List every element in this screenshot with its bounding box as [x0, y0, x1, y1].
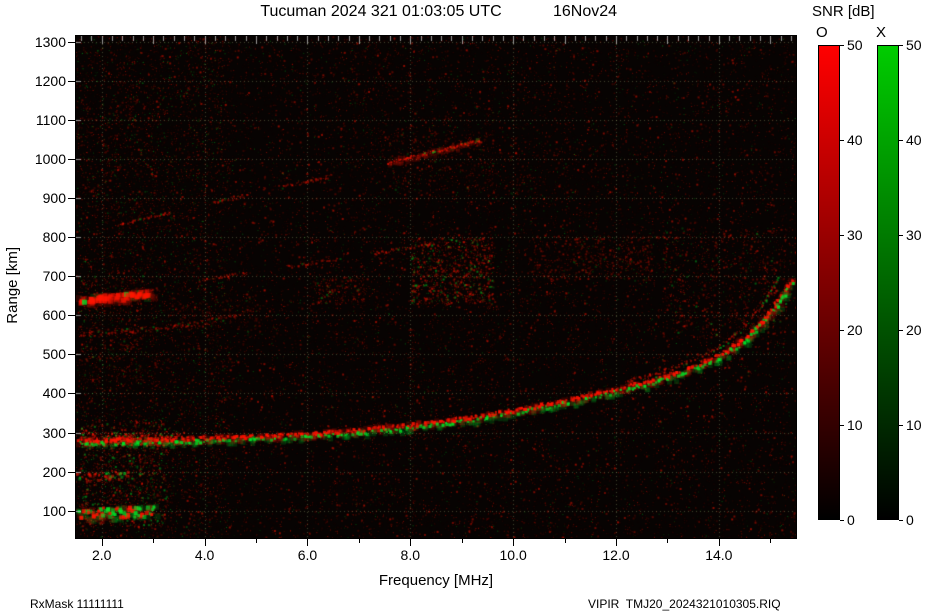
- x-tick-label: 10.0: [499, 547, 527, 563]
- y-tick-label: 600: [42, 307, 66, 324]
- x-tick: [101, 539, 103, 546]
- y-tick: [68, 510, 75, 512]
- x-tick-label: 12.0: [602, 547, 630, 563]
- y-tick-label: 1300: [34, 33, 66, 50]
- y-axis-label: Range [km]: [4, 247, 21, 324]
- y-tick-label: 1100: [35, 111, 66, 128]
- y-tick-label: 300: [42, 424, 66, 441]
- colorbar-tick-label: 40: [906, 132, 922, 148]
- colorbar-tick-label: 10: [847, 417, 863, 433]
- colorbar-tick: [840, 234, 844, 236]
- y-tick-label: 800: [42, 229, 66, 246]
- x-tick: [564, 539, 566, 543]
- x-tick: [410, 539, 412, 546]
- colorbar-tick-label: 10: [906, 417, 922, 433]
- x-tick: [616, 539, 617, 546]
- x-mode-colorbar: [877, 45, 899, 520]
- y-tick-label: 1200: [34, 72, 66, 89]
- y-tick-label: 500: [42, 346, 66, 363]
- x-tick-label: 8.0: [400, 547, 421, 563]
- colorbar-tick: [840, 139, 844, 141]
- rxmask-text: RxMask 11111111: [30, 597, 124, 611]
- x-tick: [718, 539, 720, 546]
- colorbar-tick-label: 20: [906, 322, 922, 338]
- colorbar-tick: [899, 44, 903, 46]
- colorbar-tick-label: 30: [906, 227, 922, 243]
- colorbar-tick-label: 20: [847, 322, 863, 338]
- colorbar-tick-label: 50: [847, 37, 863, 53]
- colorbar-tick: [840, 424, 844, 426]
- plot-title: Tucuman 2024 321 01:03:05 UTC: [260, 3, 502, 20]
- x-tick: [256, 539, 257, 543]
- x-tick: [667, 539, 669, 543]
- plot-date: 16Nov24: [553, 3, 618, 20]
- x-tick: [153, 539, 155, 543]
- y-tick: [68, 276, 75, 278]
- x-tick: [307, 539, 309, 546]
- x-tick: [513, 539, 515, 546]
- y-tick-label: 700: [42, 268, 66, 285]
- x-tick: [461, 539, 463, 543]
- o-mode-letter: O: [816, 24, 828, 41]
- colorbar-tick: [899, 139, 903, 141]
- o-mode-colorbar: [818, 45, 840, 520]
- y-tick: [68, 198, 75, 200]
- y-tick: [68, 393, 75, 395]
- y-tick: [68, 315, 75, 317]
- x-tick: [204, 539, 206, 546]
- colorbar-tick: [899, 519, 903, 521]
- x-tick-label: 2.0: [91, 547, 112, 563]
- y-tick: [68, 80, 75, 82]
- colorbar-tick-label: 0: [906, 512, 914, 528]
- colorbar-tick-label: 30: [847, 227, 863, 243]
- colorbar-tick: [899, 424, 903, 426]
- y-tick: [68, 119, 75, 121]
- x-tick: [770, 539, 772, 543]
- y-tick: [68, 471, 75, 473]
- colorbar-tick: [840, 329, 844, 331]
- y-tick: [68, 354, 75, 356]
- colorbar-tick: [899, 234, 903, 236]
- x-tick-label: 4.0: [194, 547, 215, 563]
- y-tick: [68, 432, 75, 434]
- colorbar-title: SNR [dB]: [812, 3, 875, 20]
- colorbar-tick: [840, 44, 844, 46]
- colorbar-tick-label: 50: [906, 37, 922, 53]
- y-tick-label: 100: [42, 502, 66, 519]
- y-tick-label: 400: [42, 385, 66, 402]
- y-tick: [68, 159, 75, 161]
- x-tick-label: 14.0: [705, 547, 733, 563]
- plot-area: [75, 35, 797, 539]
- y-tick: [68, 237, 75, 239]
- y-tick-label: 1000: [34, 151, 66, 168]
- x-mode-letter: X: [876, 24, 887, 41]
- x-tick: [358, 539, 360, 543]
- colorbar-tick: [899, 329, 903, 331]
- y-tick-label: 200: [42, 463, 66, 480]
- colorbar-tick: [840, 519, 844, 521]
- y-tick: [68, 41, 75, 43]
- x-axis-label: Frequency [MHz]: [378, 572, 494, 589]
- x-tick-label: 6.0: [297, 547, 318, 563]
- source-file-text: VIPIR TMJ20_2024321010305.RIQ: [588, 597, 781, 611]
- colorbar-tick-label: 0: [847, 512, 855, 528]
- colorbar-tick-label: 40: [847, 132, 863, 148]
- ionogram-heatmap: [76, 36, 796, 538]
- y-tick-label: 900: [42, 190, 66, 207]
